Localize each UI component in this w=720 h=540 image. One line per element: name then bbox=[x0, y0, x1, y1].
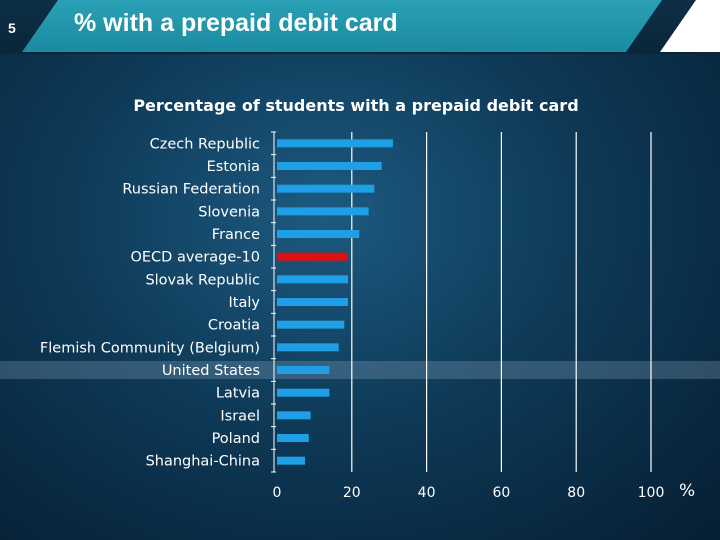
bar bbox=[277, 411, 311, 420]
category-label: Croatia bbox=[208, 318, 260, 334]
category-label: OECD average-10 bbox=[130, 250, 260, 266]
category-label: Flemish Community (Belgium) bbox=[40, 340, 260, 356]
category-label: Czech Republic bbox=[150, 136, 260, 152]
category-label: France bbox=[212, 227, 260, 243]
category-label: Slovenia bbox=[198, 204, 260, 220]
bar bbox=[277, 184, 375, 193]
bar bbox=[277, 275, 349, 284]
bar bbox=[277, 343, 339, 352]
bar bbox=[277, 298, 349, 306]
bar bbox=[277, 388, 330, 397]
category-label: Russian Federation bbox=[122, 182, 260, 198]
x-tick-label: 40 bbox=[418, 485, 436, 501]
bar bbox=[277, 139, 393, 148]
row-highlight-strip bbox=[0, 361, 720, 379]
category-label: Slovak Republic bbox=[145, 272, 260, 288]
x-axis-unit-label: % bbox=[679, 481, 695, 501]
category-label: Israel bbox=[220, 408, 260, 424]
slide-number: 5 bbox=[8, 20, 16, 36]
title-band bbox=[22, 0, 662, 52]
bar-highlight bbox=[277, 252, 349, 261]
x-tick-label: 80 bbox=[567, 485, 585, 501]
bar bbox=[277, 230, 360, 238]
category-label: Latvia bbox=[216, 386, 260, 402]
category-label: Shanghai-China bbox=[146, 454, 260, 470]
bar bbox=[277, 207, 369, 216]
category-label: United States bbox=[162, 363, 260, 379]
slide-title: % with a prepaid debit card bbox=[74, 9, 398, 37]
x-tick-label: 100 bbox=[638, 485, 665, 501]
bar bbox=[277, 366, 330, 374]
category-label: Estonia bbox=[207, 159, 260, 175]
chart-title: Percentage of students with a prepaid de… bbox=[133, 96, 579, 115]
bar bbox=[277, 320, 345, 329]
bar bbox=[277, 456, 306, 465]
category-label: Italy bbox=[229, 295, 261, 311]
bar bbox=[277, 434, 309, 442]
category-label: Poland bbox=[212, 431, 260, 447]
x-tick-label: 60 bbox=[492, 485, 510, 501]
x-tick-label: 0 bbox=[273, 485, 282, 501]
x-tick-label: 20 bbox=[343, 485, 361, 501]
bar bbox=[277, 162, 382, 170]
